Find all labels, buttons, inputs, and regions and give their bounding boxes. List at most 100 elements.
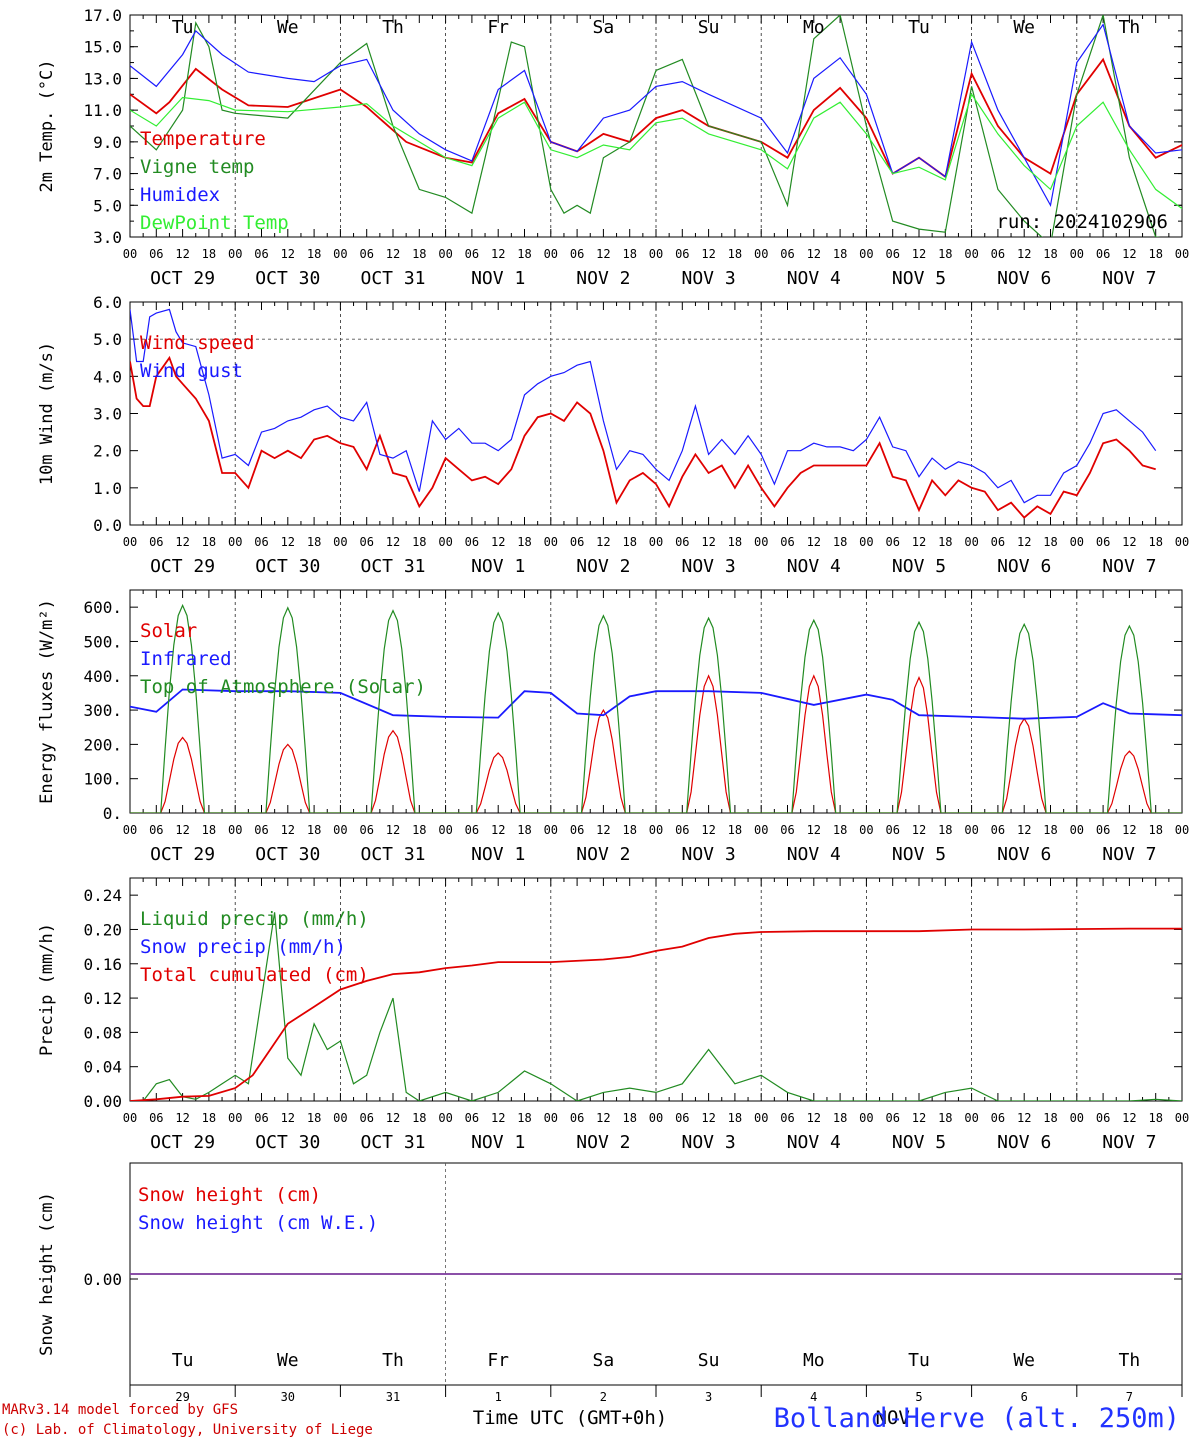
hour-label: 12 — [701, 823, 715, 837]
hour-label: 06 — [1096, 823, 1110, 837]
date-label: NOV 1 — [471, 556, 525, 577]
hour-label: 12 — [701, 1111, 715, 1125]
hour-label: 12 — [175, 535, 189, 549]
y-axis-label: Snow height (cm) — [37, 1192, 57, 1356]
legend-entry: Infrared — [140, 648, 232, 670]
hour-label: 00 — [964, 1111, 978, 1125]
hour-label: 18 — [622, 823, 636, 837]
hour-label: 00 — [964, 247, 978, 261]
y-axis-label: Precip (mm/h) — [37, 923, 57, 1056]
y-tick-label: 1.0 — [93, 479, 122, 498]
hour-label: 12 — [701, 247, 715, 261]
day-name-top: We — [1013, 17, 1035, 38]
hour-label: 06 — [885, 247, 899, 261]
date-label: OCT 29 — [150, 1132, 215, 1153]
hour-label: 00 — [754, 823, 768, 837]
hour-label: 12 — [912, 535, 926, 549]
day-name-bottom: Sa — [593, 1350, 615, 1371]
hour-label: 18 — [307, 823, 321, 837]
hour-label: 06 — [780, 535, 794, 549]
hour-label: 06 — [675, 1111, 689, 1125]
hour-label: 18 — [1148, 247, 1162, 261]
hour-label: 06 — [885, 823, 899, 837]
date-label: NOV 1 — [471, 844, 525, 865]
hour-label: 06 — [780, 823, 794, 837]
series-line-total-cumulated-cm- — [130, 927, 1182, 1101]
hour-label: 00 — [1070, 823, 1084, 837]
series-line-temperature — [130, 57, 1182, 179]
hour-label: 18 — [622, 1111, 636, 1125]
hour-label: 00 — [649, 823, 663, 837]
hour-label: 12 — [281, 247, 295, 261]
day-number: 2 — [600, 1390, 607, 1404]
hour-label: 00 — [333, 247, 347, 261]
date-label: OCT 29 — [150, 556, 215, 577]
hour-label: 06 — [991, 1111, 1005, 1125]
hour-label: 12 — [281, 535, 295, 549]
hour-label: 06 — [254, 1111, 268, 1125]
hour-label: 06 — [780, 247, 794, 261]
hour-label: 18 — [412, 1111, 426, 1125]
hour-label: 12 — [1122, 1111, 1136, 1125]
date-label: NOV 4 — [787, 844, 841, 865]
plot-area — [130, 603, 1182, 813]
y-tick-label: 100. — [83, 770, 122, 789]
hour-label: 00 — [1070, 247, 1084, 261]
hour-label: 12 — [491, 535, 505, 549]
hour-label: 18 — [412, 823, 426, 837]
hour-label: 06 — [254, 247, 268, 261]
y-tick-label: 15.0 — [83, 38, 122, 57]
hour-label: 06 — [149, 1111, 163, 1125]
plot-area — [130, 308, 1182, 519]
day-name-bottom: Mo — [803, 1350, 825, 1371]
date-label: NOV 6 — [997, 556, 1051, 577]
hour-label: 12 — [386, 247, 400, 261]
legend-entry: Temperature — [140, 128, 266, 150]
date-label: NOV 7 — [1102, 1132, 1156, 1153]
hour-label: 06 — [675, 823, 689, 837]
hour-label: 12 — [807, 1111, 821, 1125]
legend-entry: Wind speed — [140, 332, 254, 354]
hour-label: 00 — [1175, 1111, 1189, 1125]
day-number: 6 — [1021, 1390, 1028, 1404]
series-line-liquid-precip-mm-h- — [130, 912, 1182, 1101]
series-line-vigne-temp — [130, 15, 1161, 237]
date-label: OCT 30 — [255, 1132, 320, 1153]
y-tick-label: 3.0 — [93, 228, 122, 247]
series-line-solar — [130, 674, 1182, 813]
date-label: NOV 7 — [1102, 556, 1156, 577]
hour-label: 06 — [780, 1111, 794, 1125]
legend-entry: Humidex — [140, 184, 220, 206]
hour-label: 12 — [1017, 247, 1031, 261]
day-name-top: We — [277, 17, 299, 38]
hour-label: 18 — [938, 247, 952, 261]
hour-label: 06 — [359, 247, 373, 261]
hour-label: 00 — [754, 1111, 768, 1125]
panel-5 — [129, 1162, 1183, 1397]
hour-label: 12 — [386, 1111, 400, 1125]
hour-label: 18 — [1043, 535, 1057, 549]
y-axis-label: 10m Wind (m/s) — [37, 342, 57, 485]
hour-label: 00 — [964, 823, 978, 837]
hour-label: 18 — [833, 535, 847, 549]
hour-label: 00 — [228, 823, 242, 837]
hour-label: 12 — [386, 535, 400, 549]
hour-label: 12 — [281, 823, 295, 837]
hour-label: 12 — [807, 823, 821, 837]
hour-label: 06 — [1096, 1111, 1110, 1125]
legend-entry: Liquid precip (mm/h) — [140, 908, 369, 930]
hour-label: 06 — [254, 823, 268, 837]
y-tick-label: 0.20 — [83, 920, 122, 939]
date-label: OCT 30 — [255, 844, 320, 865]
hour-label: 00 — [228, 1111, 242, 1125]
y-tick-label: 400. — [83, 667, 122, 686]
station-title: Bolland-Herve (alt. 250m) — [774, 1403, 1180, 1434]
legend-entry: Solar — [140, 620, 197, 642]
y-tick-label: 6.0 — [93, 293, 122, 312]
hour-label: 00 — [1175, 535, 1189, 549]
date-label: NOV 2 — [576, 1132, 630, 1153]
y-tick-label: 0.12 — [83, 989, 122, 1008]
hour-label: 00 — [859, 823, 873, 837]
y-tick-label: 0. — [103, 804, 122, 823]
hour-label: 06 — [465, 1111, 479, 1125]
